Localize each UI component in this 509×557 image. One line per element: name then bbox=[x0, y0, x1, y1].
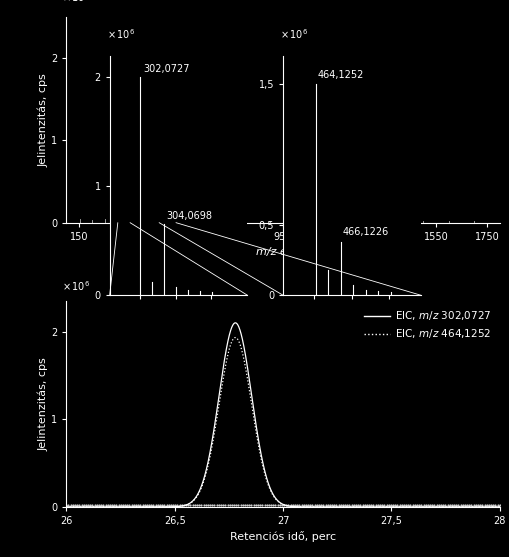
Y-axis label: Jelintenzitás, cps: Jelintenzitás, cps bbox=[38, 357, 48, 451]
Text: $\times\,10^6$: $\times\,10^6$ bbox=[280, 27, 308, 41]
Text: 302,0727: 302,0727 bbox=[143, 64, 189, 74]
Text: 464,1252: 464,1252 bbox=[317, 70, 363, 80]
X-axis label: m/z érték: m/z érték bbox=[256, 247, 309, 257]
Y-axis label: Jelintenzitás, cps: Jelintenzitás, cps bbox=[38, 73, 48, 167]
X-axis label: Retenciós idő, perc: Retenciós idő, perc bbox=[230, 531, 335, 543]
Text: $\times\,10^6$: $\times\,10^6$ bbox=[107, 27, 135, 41]
Text: 466,1226: 466,1226 bbox=[342, 227, 388, 237]
Text: $\times\,10^6$: $\times\,10^6$ bbox=[62, 279, 90, 292]
Legend: EIC, $\mathit{m/z}$ 302,0727, EIC, $\mathit{m/z}$ 464,1252: EIC, $\mathit{m/z}$ 302,0727, EIC, $\mat… bbox=[360, 306, 494, 344]
Text: 304,0698: 304,0698 bbox=[166, 211, 212, 221]
Text: $\times\,10^6$: $\times\,10^6$ bbox=[62, 0, 90, 4]
